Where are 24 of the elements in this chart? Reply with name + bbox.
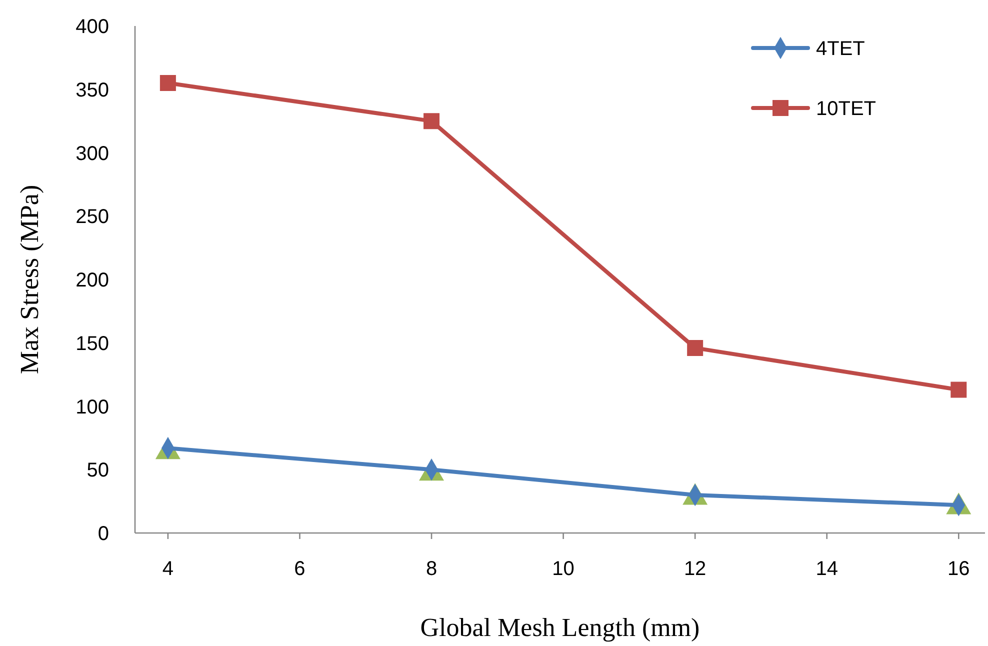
y-tick-label: 400 xyxy=(76,16,109,38)
legend-label: 10TET xyxy=(816,98,876,120)
y-tick-label: 150 xyxy=(76,332,109,355)
point xyxy=(160,75,176,92)
y-tick-label: 300 xyxy=(76,142,109,165)
x-tick-label: 16 xyxy=(948,558,970,580)
y-tick-label: 100 xyxy=(76,396,109,418)
point xyxy=(950,382,967,398)
point xyxy=(424,113,440,130)
y-tick-label: 50 xyxy=(86,460,109,482)
y-tick-label: 250 xyxy=(76,206,109,228)
x-tick-label: 6 xyxy=(294,558,306,580)
y-tick-label: 0 xyxy=(98,523,109,545)
x-tick-label: 14 xyxy=(816,558,838,580)
x-tick-label: 4 xyxy=(162,558,174,580)
x-tick-label: 12 xyxy=(684,558,706,580)
x-tick-label: 10 xyxy=(552,558,574,580)
y-tick-label: 350 xyxy=(76,79,109,102)
legend-label: 4TET xyxy=(816,38,865,60)
y-tick-label: 200 xyxy=(76,270,109,292)
point xyxy=(687,340,704,356)
y-axis-title: Max Stress (MPa) xyxy=(15,184,44,374)
x-axis-title: Global Mesh Length (mm) xyxy=(420,613,700,642)
x-tick-label: 8 xyxy=(426,558,438,580)
